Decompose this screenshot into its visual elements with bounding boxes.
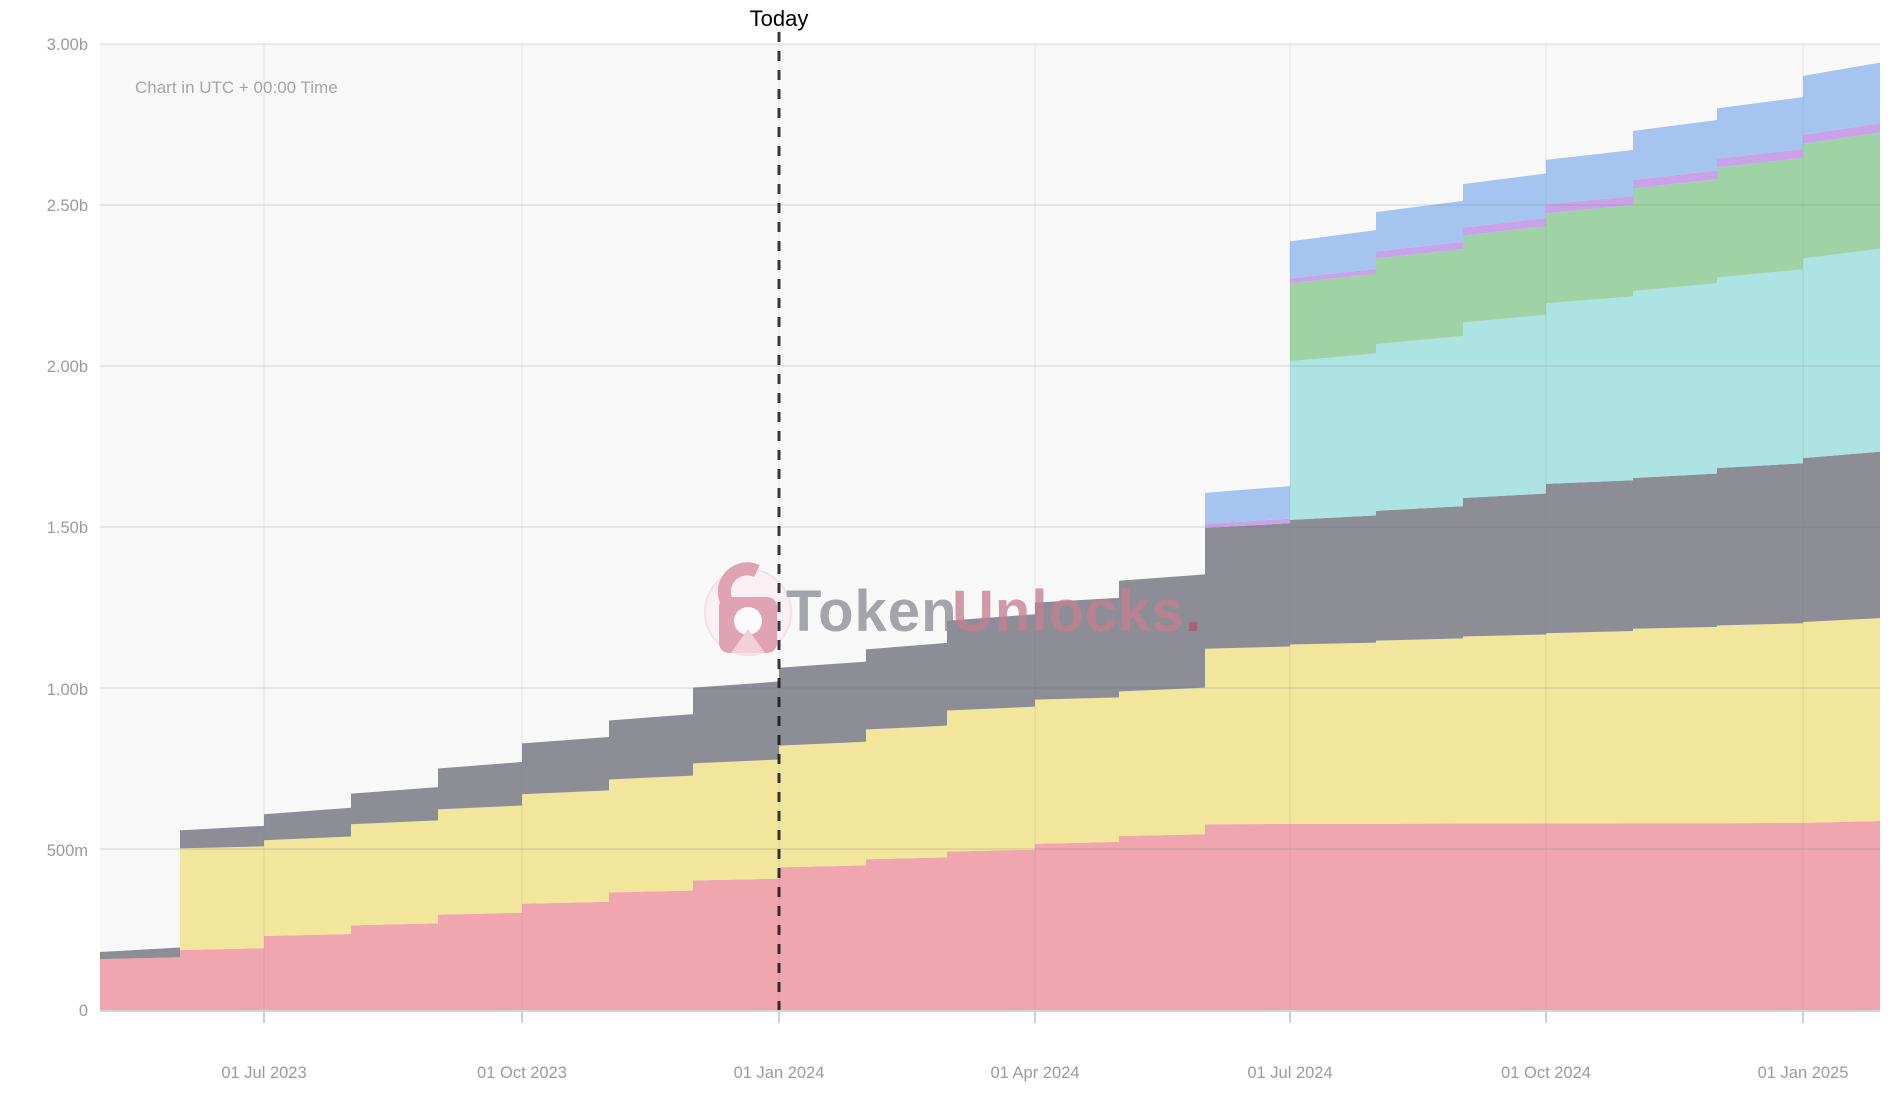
watermark-text-dot: . (1185, 579, 1201, 644)
gridlines (100, 43, 1880, 1010)
x-tick-label: 01 Jul 2023 (221, 1064, 306, 1082)
area-pink[interactable] (100, 820, 1880, 1010)
y-tick-label: 2.00b (47, 358, 88, 376)
today-label: Today (750, 6, 809, 31)
area-gray[interactable] (100, 451, 1880, 960)
area-yellow[interactable] (100, 618, 1880, 960)
lock-icon (717, 562, 777, 653)
watermark-text-unlocks: Unlocks (952, 579, 1185, 644)
y-tick-label: 1.00b (47, 681, 88, 699)
y-tick-label: 500m (47, 842, 88, 860)
x-tick-label: 01 Jul 2024 (1247, 1064, 1332, 1082)
x-tick-label: 01 Jan 2024 (734, 1064, 825, 1082)
x-tick-label: 01 Oct 2023 (477, 1064, 567, 1082)
x-tick-label: 01 Jan 2025 (1758, 1064, 1849, 1082)
y-tick-label: 3.00b (47, 36, 88, 54)
stacked-areas (100, 62, 1880, 1010)
axes (100, 1010, 1880, 1023)
y-tick-label: 2.50b (47, 197, 88, 215)
area-blue[interactable] (100, 62, 1880, 953)
x-tick-label: 01 Oct 2024 (1501, 1064, 1591, 1082)
area-teal[interactable] (100, 248, 1880, 953)
y-tick-label: 1.50b (47, 519, 88, 537)
y-tick-label: 0 (79, 1002, 88, 1020)
y-axis-labels: 3.00b 2.50b 2.00b 1.50b 1.00b 500m 0 (47, 36, 88, 1020)
watermark-text-token: Token (786, 579, 958, 644)
watermark: Token Unlocks . (704, 562, 1201, 656)
timezone-note: Chart in UTC + 00:00 Time (135, 78, 338, 97)
x-tick-label: 01 Apr 2024 (991, 1064, 1080, 1082)
x-axis-labels: 01 Jul 2023 01 Oct 2023 01 Jan 2024 01 A… (221, 1064, 1848, 1082)
area-green[interactable] (100, 132, 1880, 953)
